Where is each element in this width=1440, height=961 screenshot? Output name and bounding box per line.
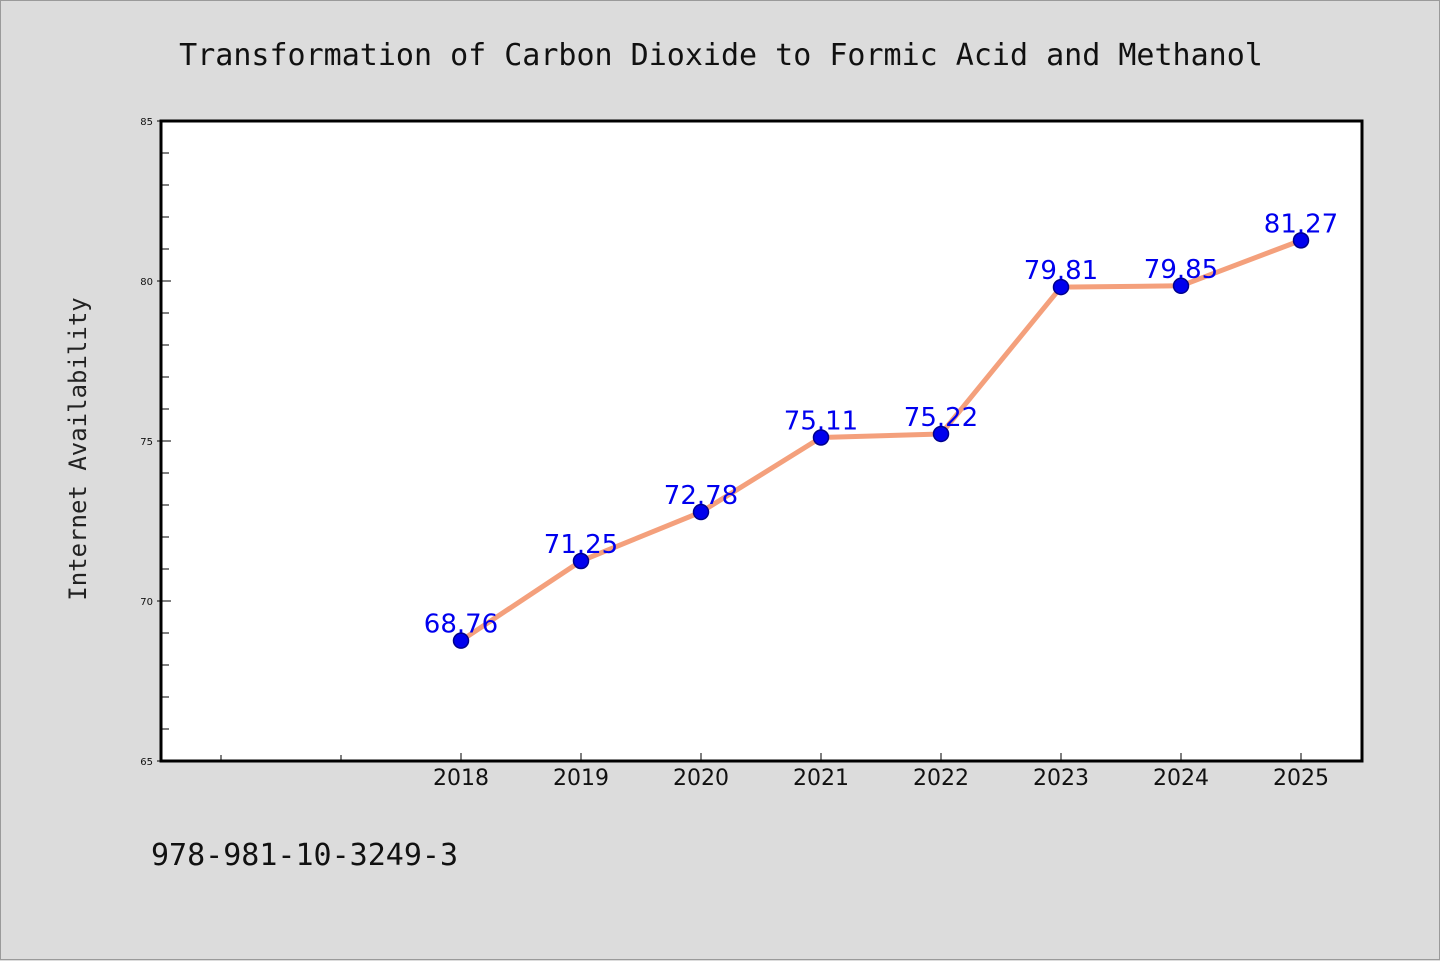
data-point [1052,278,1070,296]
y-tick-label: 80 [140,277,153,288]
data-labels: 68.76 71.25 72.78 75.11 75.22 79.81 79.85 81.27 [424,209,1338,639]
data-point [452,632,470,649]
x-tick-label: 2021 [793,766,849,791]
y-axis-ticks: 65 70 75 80 85 [140,117,171,768]
data-point [692,503,710,521]
data-label: 72.78 [664,481,738,511]
y-axis-label: Internet Availability [64,297,92,600]
y-minor-ticks [161,152,169,730]
x-tick-label: 2024 [1153,766,1209,791]
y-tick-label: 85 [140,117,153,128]
data-label: 79.81 [1024,256,1098,286]
y-tick-label: 75 [140,437,153,448]
series-line [458,237,1304,644]
x-tick-label: 2020 [673,766,729,791]
data-label: 81.27 [1264,209,1338,239]
data-point [1292,232,1310,249]
data-point [812,429,830,446]
x-tick-label: 2023 [1033,766,1089,791]
series-points [452,232,1310,649]
data-label: 68.76 [424,610,498,640]
y-tick-label: 65 [140,757,153,768]
data-label: 75.11 [784,406,858,436]
footer-isbn: 978-981-10-3249-3 [151,838,458,873]
data-point [572,552,590,570]
x-tick-label: 2018 [433,766,489,791]
series-lines [458,237,1304,644]
x-axis-ticks: 2018 2019 2020 2021 2022 2023 2024 2025 [220,753,1329,791]
x-tick-label: 2022 [913,766,969,791]
data-point [932,425,950,443]
data-label: 75.22 [904,403,978,433]
data-label: 71.25 [544,530,618,560]
x-tick-label: 2025 [1273,766,1329,791]
data-label: 79.85 [1144,255,1218,285]
chart-title: Transformation of Carbon Dioxide to Form… [179,38,1263,73]
data-point [1172,277,1190,295]
plot-area [159,119,1364,763]
y-tick-label: 70 [140,597,153,608]
x-tick-label: 2019 [553,766,609,791]
